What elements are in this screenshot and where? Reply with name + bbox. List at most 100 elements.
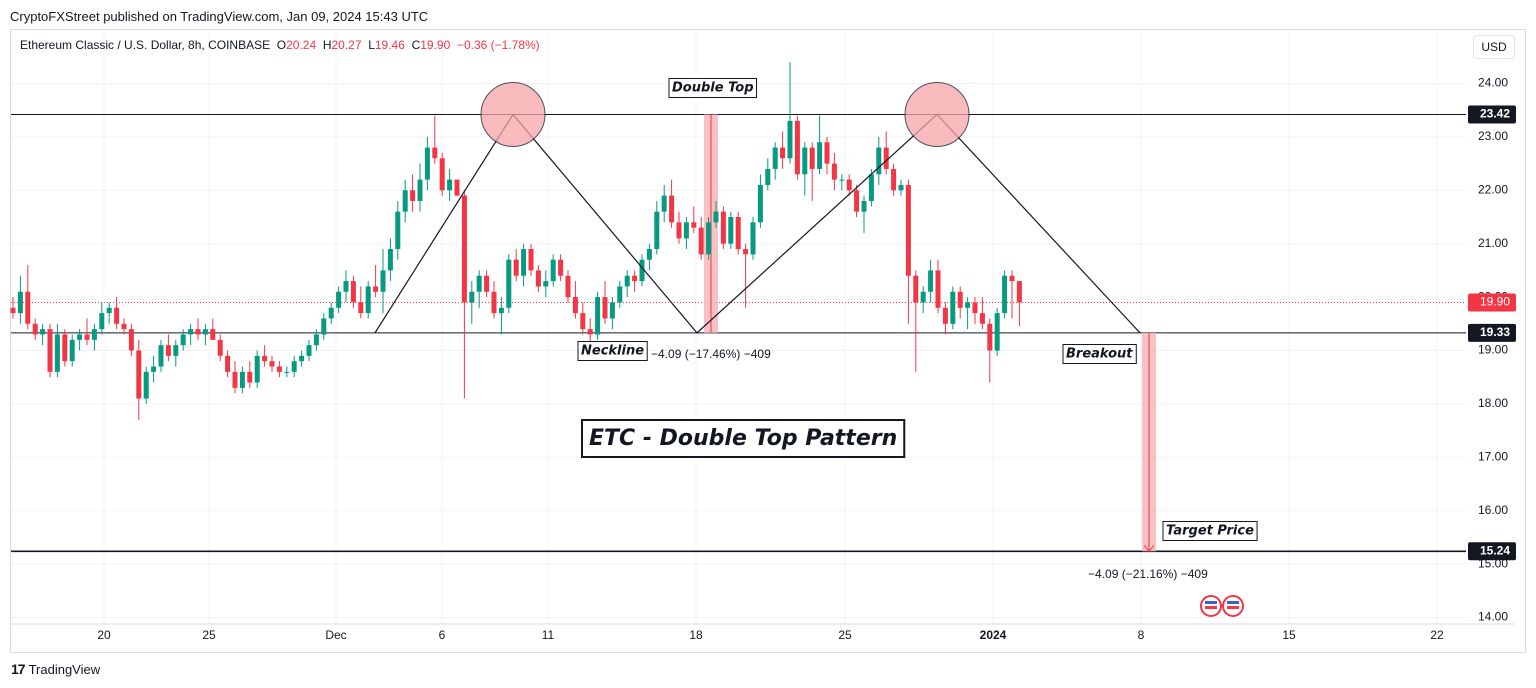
price-tick-label: 14.00	[1478, 610, 1508, 624]
candle-body	[550, 259, 556, 282]
price-tick-label: 17.00	[1478, 449, 1508, 463]
annotations: Double Top Neckline Breakout Target Price ET…	[577, 78, 1258, 617]
candle-body	[395, 211, 401, 250]
candle-body	[180, 334, 186, 346]
candle-body	[920, 291, 926, 303]
candle-body	[587, 329, 593, 335]
target-price-label: Target Price	[1166, 524, 1254, 539]
tradingview-wordmark: TradingView	[28, 661, 101, 677]
candle-body	[54, 334, 60, 372]
flag-stripe-icon	[1227, 606, 1239, 609]
level-price-text: 19.33	[1480, 325, 1510, 339]
candle-body	[306, 345, 312, 356]
candle-body	[276, 366, 282, 372]
candle-body	[913, 275, 919, 303]
double-top-label-box	[668, 78, 758, 98]
candle-body	[572, 297, 578, 314]
candle-body	[854, 190, 860, 212]
candle-body	[883, 147, 889, 169]
candle-body	[328, 307, 334, 319]
close-label: C	[411, 38, 421, 52]
candle-body	[69, 339, 75, 362]
candle-body	[987, 323, 993, 351]
low-value: 19.46	[374, 38, 405, 52]
candle-body	[646, 249, 652, 260]
time-tick-label: 25	[202, 628, 216, 642]
candle-body	[824, 142, 830, 164]
price-tick-label: 16.00	[1478, 503, 1508, 517]
candle-body	[254, 355, 260, 383]
price-tick-label: 23.00	[1478, 129, 1508, 143]
current-price-tag	[1468, 293, 1516, 312]
candle-body	[683, 222, 689, 239]
candle-body	[898, 184, 904, 191]
level-price-text: 15.24	[1480, 543, 1510, 557]
pattern-drawing	[374, 81, 1141, 334]
candle-body	[580, 313, 586, 330]
candle-body	[336, 291, 342, 308]
target-measure-text: −4.09 (−21.16%) −409	[1088, 567, 1208, 581]
candle-body	[225, 355, 231, 372]
currency-button[interactable]: USD	[1473, 35, 1515, 59]
candles	[10, 62, 1022, 420]
candle-body	[794, 120, 800, 175]
candle-body	[128, 329, 134, 351]
price-tick-label: 22.00	[1478, 182, 1508, 196]
candle-body	[528, 249, 534, 271]
candle-body	[47, 329, 53, 372]
time-tick-label: 22	[1430, 628, 1444, 642]
candle-body	[861, 200, 867, 212]
flag-stripe-icon	[1205, 601, 1217, 604]
candle-body	[195, 329, 201, 335]
candle-body	[750, 222, 756, 255]
candle-body	[817, 142, 823, 169]
candle-body	[905, 184, 911, 276]
candle-body	[780, 147, 786, 159]
candle-body	[639, 259, 645, 282]
pattern-title: ETC - Double Top Pattern	[589, 426, 897, 451]
candle-body	[765, 168, 771, 185]
candle-body	[743, 249, 749, 255]
horizontal-levels	[11, 113, 1466, 553]
candle-body	[1002, 275, 1008, 314]
candle-body	[691, 222, 697, 228]
candle-body	[402, 190, 408, 212]
candle-body	[299, 355, 305, 362]
candle-body	[706, 222, 712, 255]
candle-body	[10, 307, 16, 314]
candle-body	[868, 174, 874, 201]
change-value: −0.36 (−1.78%)	[456, 38, 540, 52]
tradingview-logo[interactable]: 17 TradingView	[11, 661, 100, 677]
double-top-label: Double Top	[672, 81, 754, 96]
candle-body	[32, 323, 38, 335]
candle-body	[942, 307, 948, 324]
candle-body	[469, 291, 475, 303]
level-price-tag	[1468, 105, 1516, 124]
candle-body	[40, 329, 46, 335]
candle-body	[410, 190, 416, 201]
tradingview-icon: 17	[11, 661, 26, 677]
target-price-label-box	[1162, 521, 1258, 541]
peak-circle	[480, 81, 546, 147]
level-price-text: 23.42	[1480, 107, 1510, 121]
candle-body	[247, 371, 253, 383]
chart-frame	[10, 29, 1526, 653]
time-tick-label: 11	[542, 628, 555, 642]
flag-stripe-icon	[1227, 601, 1239, 604]
low-label: L	[368, 38, 375, 52]
candle-body	[950, 291, 956, 324]
candle-body	[846, 179, 852, 191]
candle-body	[358, 302, 364, 314]
candle-body	[202, 329, 208, 335]
candle-body	[891, 168, 897, 191]
candle-body	[262, 355, 268, 362]
candle-body	[543, 281, 549, 287]
candle-body	[439, 158, 445, 191]
candle-body	[772, 147, 778, 169]
candle-body	[99, 313, 105, 330]
price-tick-label: 24.00	[1478, 76, 1508, 90]
publisher-line: CryptoFXStreet published on TradingView.…	[10, 9, 429, 24]
candle-body	[654, 211, 660, 250]
price-tick-label: 18.00	[1478, 396, 1508, 410]
